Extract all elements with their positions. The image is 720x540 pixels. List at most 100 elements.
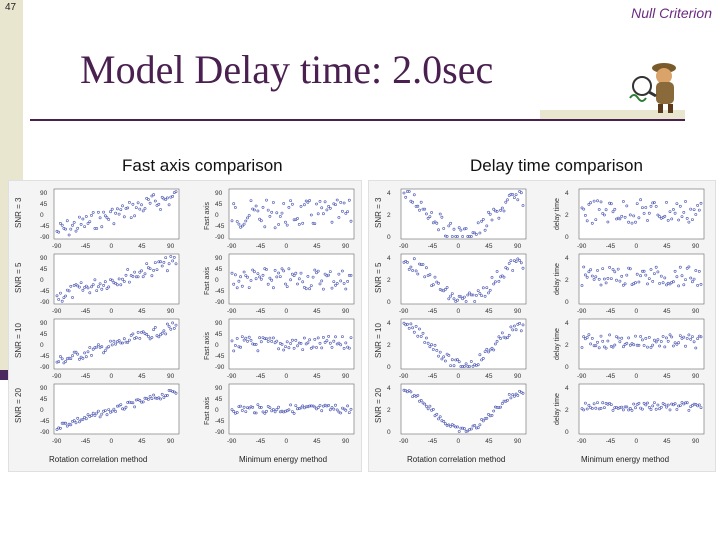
data-point xyxy=(628,267,632,271)
data-point xyxy=(596,340,599,344)
data-point xyxy=(651,404,655,408)
data-point xyxy=(452,364,456,368)
data-point xyxy=(284,409,287,413)
data-point xyxy=(140,269,143,273)
data-point xyxy=(433,220,437,224)
x-tick-label: -90 xyxy=(52,438,62,445)
data-point xyxy=(497,216,501,220)
x-tick-label: -45 xyxy=(606,308,616,315)
y-tick-label: 2 xyxy=(565,212,569,219)
data-point xyxy=(306,275,310,278)
data-point xyxy=(138,398,142,402)
data-point xyxy=(246,339,249,343)
data-point xyxy=(93,414,97,417)
data-point xyxy=(450,235,454,238)
data-point xyxy=(129,216,133,220)
data-point xyxy=(152,393,156,397)
data-point xyxy=(159,333,162,337)
data-point xyxy=(689,276,693,280)
data-point xyxy=(320,206,324,210)
data-point xyxy=(689,207,693,211)
data-point xyxy=(233,206,237,209)
data-point xyxy=(504,200,508,204)
data-point xyxy=(611,408,615,412)
data-point xyxy=(69,423,73,427)
data-point xyxy=(124,405,128,409)
data-point xyxy=(419,335,423,338)
x-tick-label: 0 xyxy=(110,373,114,380)
data-point xyxy=(666,403,670,407)
data-point xyxy=(304,287,308,291)
x-tick-label: 45 xyxy=(313,243,321,250)
data-point xyxy=(315,202,318,206)
y-tick-label: 90 xyxy=(40,255,48,262)
data-point xyxy=(64,360,68,363)
data-point xyxy=(292,274,296,278)
data-point xyxy=(416,204,420,208)
x-tick-label: 0 xyxy=(285,438,289,445)
data-point xyxy=(447,224,451,228)
fast-axis-figure: SNR = 3 90 45 0 -45 -90 -90 -45 0 45 90 90 45 0 -45 -90… xyxy=(8,180,362,472)
y-tick-label: 45 xyxy=(40,266,48,273)
data-point xyxy=(402,191,406,195)
data-point xyxy=(601,339,605,343)
data-point xyxy=(315,346,318,349)
data-point xyxy=(249,279,253,282)
data-point xyxy=(235,286,239,290)
data-point xyxy=(239,345,243,349)
data-point xyxy=(271,408,275,411)
data-point xyxy=(425,212,428,216)
data-point xyxy=(86,350,90,354)
x-tick-label: -90 xyxy=(227,243,237,250)
data-point xyxy=(625,204,629,208)
data-point xyxy=(687,265,691,269)
data-point xyxy=(502,399,506,403)
data-point xyxy=(487,412,490,416)
data-point xyxy=(268,336,272,340)
data-point xyxy=(233,344,237,347)
data-point xyxy=(673,269,677,273)
data-point xyxy=(59,291,62,295)
data-point xyxy=(637,401,641,405)
data-point xyxy=(697,270,701,273)
data-point xyxy=(466,365,470,368)
data-point xyxy=(680,215,684,219)
data-point xyxy=(98,415,102,419)
data-point xyxy=(240,409,244,412)
data-point xyxy=(680,401,684,404)
data-point xyxy=(159,397,162,401)
data-point xyxy=(254,204,258,208)
data-point xyxy=(309,346,313,350)
data-point xyxy=(519,261,523,265)
data-point xyxy=(266,339,270,343)
data-point xyxy=(273,226,277,230)
data-point xyxy=(433,275,437,279)
data-point xyxy=(145,262,149,266)
data-point xyxy=(642,212,646,215)
data-point xyxy=(95,227,99,230)
data-point xyxy=(287,408,291,412)
data-point xyxy=(57,426,61,430)
data-point xyxy=(509,192,513,196)
x-tick-label: 45 xyxy=(485,308,493,315)
data-point xyxy=(308,404,312,408)
data-point xyxy=(487,291,490,295)
data-point xyxy=(122,407,126,411)
data-point xyxy=(71,354,74,358)
data-point xyxy=(171,194,175,198)
x-tick-label: 45 xyxy=(485,438,493,445)
data-point xyxy=(340,335,344,339)
x-tick-label: 45 xyxy=(138,438,146,445)
data-point xyxy=(502,209,506,213)
data-point xyxy=(481,218,485,221)
data-point xyxy=(277,271,281,275)
data-point xyxy=(97,210,100,214)
data-point xyxy=(60,357,64,361)
y-tick-label: 4 xyxy=(565,255,569,262)
data-point xyxy=(425,404,428,408)
data-point xyxy=(121,204,124,208)
data-point xyxy=(346,280,350,283)
data-point xyxy=(677,404,681,408)
data-point xyxy=(640,407,644,411)
data-point xyxy=(632,402,636,406)
